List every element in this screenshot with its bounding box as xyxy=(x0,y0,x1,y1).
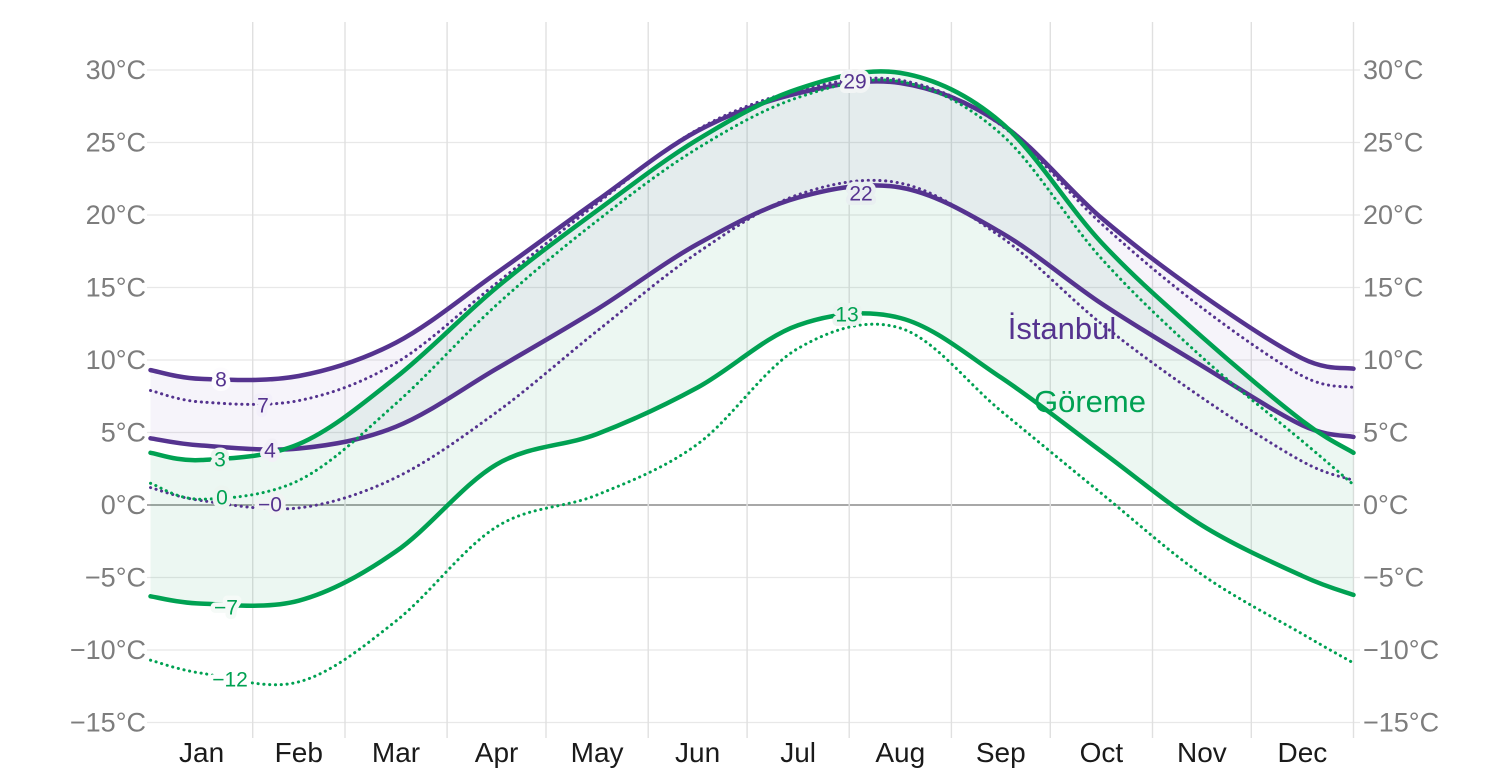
y-axis-label-right: −15°C xyxy=(1363,708,1439,738)
x-axis-label-sep: Sep xyxy=(976,737,1026,768)
istanbul_low_dotted-line xyxy=(149,178,1355,511)
x-axis-label-may: May xyxy=(571,737,624,768)
temperature-bands xyxy=(150,71,1354,606)
y-axis-label-right: −10°C xyxy=(1363,635,1439,665)
x-axis-label-jan: Jan xyxy=(179,737,224,768)
curve-value-label: 7 xyxy=(257,395,269,418)
curve-value-label: 3 xyxy=(214,449,226,472)
curve-value-labels: 8 7 4 −0 3 0 −7 −12 29 22 13 xyxy=(208,66,877,696)
y-axis-label-left: 30°C xyxy=(86,55,146,85)
x-axis-label-oct: Oct xyxy=(1080,737,1124,768)
y-axis-label-left: 25°C xyxy=(86,128,146,158)
y-axis-label-left: 5°C xyxy=(101,418,146,448)
x-axis-label-aug: Aug xyxy=(875,737,925,768)
x-axis-label-jul: Jul xyxy=(780,737,816,768)
legend-label-goreme: Göreme xyxy=(1034,384,1146,419)
gridlines xyxy=(147,22,1360,738)
curve-value-label: 29 xyxy=(843,71,866,94)
y-axis-label-right: 10°C xyxy=(1363,345,1423,375)
y-axis-label-left: 10°C xyxy=(86,345,146,375)
y-axis-label-left: 20°C xyxy=(86,200,146,230)
istanbul_high_dotted-line xyxy=(149,76,1355,406)
y-axis-label-left: 15°C xyxy=(86,273,146,303)
y-axis-label-right: 25°C xyxy=(1363,128,1423,158)
city-legend: İstanbul Göreme xyxy=(1008,311,1146,419)
x-axis-label-dec: Dec xyxy=(1278,737,1328,768)
curve-value-label: 4 xyxy=(264,440,276,463)
curve-value-label: 0 xyxy=(216,487,228,510)
x-axis-label-mar: Mar xyxy=(372,737,420,768)
x-axis-label-jun: Jun xyxy=(675,737,720,768)
curve-value-label: 22 xyxy=(849,183,872,206)
y-axis-label-left: 0°C xyxy=(101,490,146,520)
y-axis-label-left: −10°C xyxy=(70,635,146,665)
goreme_high-band xyxy=(150,71,1354,606)
curve-value-label: −7 xyxy=(214,597,238,620)
y-axis-label-right: 15°C xyxy=(1363,273,1423,303)
curve-value-label: 8 xyxy=(215,369,227,392)
curve-value-label: −0 xyxy=(258,494,282,517)
x-axis-label-apr: Apr xyxy=(475,737,519,768)
y-axis-label-right: 5°C xyxy=(1363,418,1408,448)
y-axis-label-left: −15°C xyxy=(70,708,146,738)
y-axis-label-right: 20°C xyxy=(1363,200,1423,230)
goreme_high-line xyxy=(148,69,1356,463)
goreme_low_dotted-line xyxy=(149,322,1355,687)
y-axis-left-labels: 30°C 25°C 20°C 15°C 10°C 5°C 0°C −5°C −10°C −15°C xyxy=(70,55,146,738)
y-axis-label-left: −5°C xyxy=(85,563,146,593)
x-axis-month-labels: Jan Feb Mar Apr May Jun Jul Aug Sep Oct Nov Dec xyxy=(179,737,1327,768)
goreme_low-line xyxy=(148,311,1356,608)
x-axis-label-feb: Feb xyxy=(275,737,323,768)
curve-value-label: 13 xyxy=(835,304,858,327)
y-axis-label-right: 0°C xyxy=(1363,490,1408,520)
y-axis-right-labels: 30°C 25°C 20°C 15°C 10°C 5°C 0°C −5°C −10°C −15°C xyxy=(1363,55,1439,738)
y-axis-label-right: 30°C xyxy=(1363,55,1423,85)
goreme_high_dotted-line xyxy=(149,78,1355,501)
y-axis-label-right: −5°C xyxy=(1363,563,1424,593)
x-axis-label-nov: Nov xyxy=(1177,737,1227,768)
curve-value-label: −12 xyxy=(212,669,248,692)
temperature-curves xyxy=(148,69,1356,687)
legend-label-istanbul: İstanbul xyxy=(1008,311,1117,346)
